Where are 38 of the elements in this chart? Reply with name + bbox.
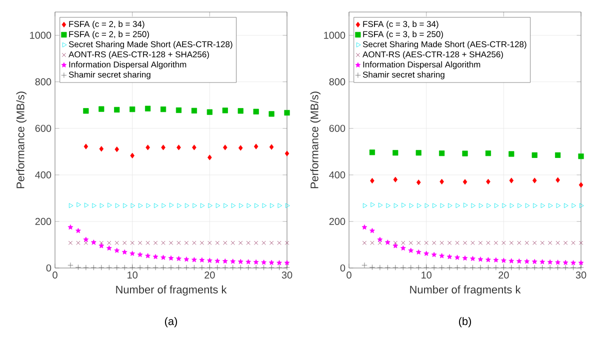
text: (b) (458, 317, 472, 328)
legend-label: Information Dispersal Algorithm (363, 61, 480, 70)
x-tick-label: 0 (346, 272, 352, 279)
x-tick-label: 0 (52, 272, 58, 279)
legend-label: Information Dispersal Algorithm (69, 61, 186, 70)
legend-label: Secret Sharing Made Short (AES-CTR-128) (68, 41, 232, 49)
y-tick-label: 200 (329, 218, 346, 225)
y-axis-title: Performance (MB/s) (310, 92, 320, 188)
legend-label: AONT-RS (AES-CTR-128 + SHA256) (362, 51, 503, 60)
y-tick-label: 400 (35, 171, 52, 178)
y-tick-label: 200 (35, 218, 52, 225)
legend-label: FSFA (c = 2, b = 34) (69, 20, 144, 29)
y-tick-label: 1000 (30, 32, 52, 39)
legend-label: Secret Sharing Made Short (AES-CTR-128) (362, 41, 526, 49)
y-tick-label: 600 (329, 124, 346, 132)
text: (a) (164, 317, 178, 328)
x-tick-label: 20 (498, 272, 509, 279)
y-tick-label: 1000 (324, 32, 346, 39)
legend-label: FSFA (c = 2, b = 250) (69, 30, 149, 39)
x-axis-title: Number of fragments k (410, 285, 521, 296)
x-tick-label: 30 (282, 272, 292, 279)
y-tick-label: 0 (340, 264, 346, 272)
legend-label: Shamir secret sharing (68, 71, 150, 80)
x-tick-label: 10 (128, 272, 138, 279)
y-tick-label: 0 (46, 264, 52, 272)
y-axis-title: Performance (MB/s) (16, 92, 26, 188)
legend-label: FSFA (c = 3, b = 250) (363, 30, 443, 39)
legend-label: AONT-RS (AES-CTR-128 + SHA256) (68, 51, 209, 60)
y-tick-label: 800 (35, 78, 52, 86)
legend-label: FSFA (c = 3, b = 34) (363, 20, 438, 29)
x-tick-label: 10 (422, 272, 432, 279)
y-tick-label: 600 (35, 124, 52, 132)
y-tick-label: 800 (329, 78, 346, 86)
y-tick-label: 400 (329, 171, 346, 178)
x-tick-label: 20 (204, 272, 215, 279)
x-tick-label: 30 (576, 272, 586, 279)
legend-label: Shamir secret sharing (362, 71, 444, 80)
x-axis-title: Number of fragments k (116, 285, 227, 296)
